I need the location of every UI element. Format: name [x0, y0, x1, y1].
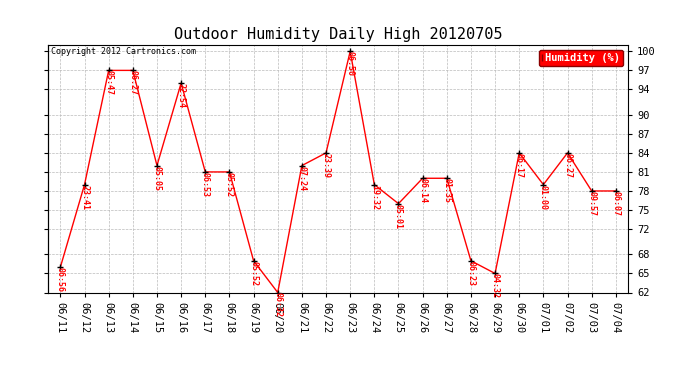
- Text: 06:23: 06:23: [466, 261, 475, 286]
- Text: 05:52: 05:52: [249, 261, 258, 286]
- Legend: Humidity (%): Humidity (%): [540, 50, 622, 66]
- Text: 06:27: 06:27: [563, 153, 572, 178]
- Text: 04:32: 04:32: [491, 273, 500, 298]
- Text: 05:05: 05:05: [152, 166, 161, 190]
- Text: 09:57: 09:57: [587, 191, 596, 216]
- Text: 06:32: 06:32: [273, 292, 282, 318]
- Text: 01:35: 01:35: [442, 178, 451, 203]
- Text: 06:14: 06:14: [418, 178, 427, 203]
- Text: 05:01: 05:01: [394, 204, 403, 229]
- Text: 07:24: 07:24: [297, 166, 306, 190]
- Text: Copyright 2012 Cartronics.com: Copyright 2012 Cartronics.com: [51, 48, 196, 57]
- Text: 06:53: 06:53: [201, 172, 210, 197]
- Text: 06:56: 06:56: [56, 267, 65, 292]
- Text: 01:00: 01:00: [539, 184, 548, 210]
- Text: 05:47: 05:47: [104, 70, 113, 95]
- Text: 06:50: 06:50: [346, 51, 355, 76]
- Text: 06:17: 06:17: [515, 153, 524, 178]
- Text: 06:07: 06:07: [611, 191, 620, 216]
- Text: 05:52: 05:52: [225, 172, 234, 197]
- Text: 19:32: 19:32: [370, 184, 379, 210]
- Title: Outdoor Humidity Daily High 20120705: Outdoor Humidity Daily High 20120705: [174, 27, 502, 42]
- Text: 23:41: 23:41: [80, 184, 89, 210]
- Text: 23:39: 23:39: [322, 153, 331, 178]
- Text: 22:54: 22:54: [177, 83, 186, 108]
- Text: 06:27: 06:27: [128, 70, 137, 95]
